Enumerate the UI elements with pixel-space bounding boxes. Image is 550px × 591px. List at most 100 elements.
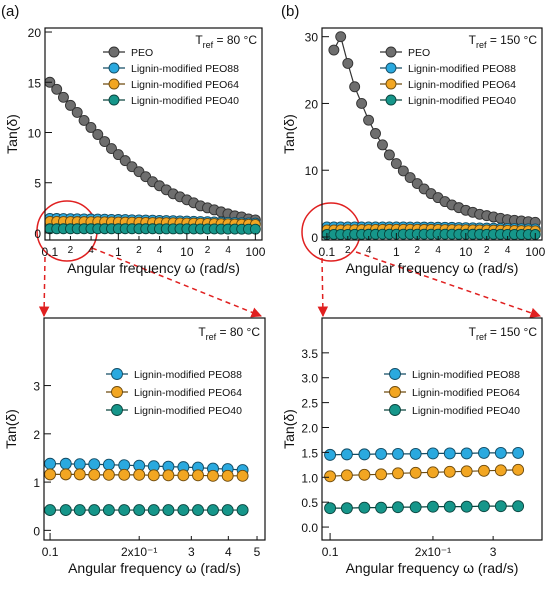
y-tick-label: 2	[33, 428, 40, 442]
y-tick-label: 15	[28, 76, 42, 90]
x-tick-label: 4	[157, 245, 163, 256]
legend-label: Lignin-modified PEO40	[131, 95, 239, 107]
data-point	[340, 469, 353, 482]
data-point	[392, 501, 404, 514]
annotation: Tref = 150 °C	[469, 325, 538, 342]
data-point	[324, 448, 337, 461]
data-point	[59, 468, 72, 481]
data-point	[324, 470, 337, 483]
y-tick-label: 5	[34, 177, 41, 191]
data-point	[221, 469, 234, 482]
y-tick-label: 2.0	[301, 422, 318, 436]
y-axis-label: Tan(δ)	[281, 114, 297, 154]
data-point	[57, 91, 69, 103]
annotation-main: T	[195, 33, 203, 47]
data-point	[342, 57, 354, 69]
data-point	[221, 504, 234, 517]
y-axis-label: Tan(δ)	[3, 409, 19, 449]
legend-label: Lignin-modified PEO64	[412, 387, 520, 399]
plot-frame	[43, 317, 266, 541]
data-point	[460, 465, 473, 478]
data-point	[73, 504, 86, 517]
data-point	[73, 458, 86, 471]
y-tick-label: 1.5	[301, 446, 318, 460]
data-point	[443, 465, 456, 478]
x-tick-label: 10	[459, 245, 473, 259]
legend-label: Lignin-modified PEO88	[408, 63, 516, 75]
legend-marker	[108, 78, 120, 90]
data-point	[512, 500, 525, 513]
y-tick-label: 3.5	[301, 347, 318, 361]
y-tick-label: 1.0	[301, 471, 318, 485]
x-tick-label: 2x10⁻¹	[415, 545, 451, 559]
data-point	[512, 463, 525, 476]
x-tick-label: 2	[345, 245, 351, 256]
x-tick-label: 4	[88, 245, 94, 256]
data-point	[392, 467, 404, 480]
data-point	[477, 464, 490, 477]
annotation-main: T	[469, 325, 477, 339]
data-point	[44, 468, 57, 481]
legend-marker	[111, 404, 123, 416]
data-point	[177, 469, 190, 482]
annotation-rest: = 150 °C	[487, 33, 538, 47]
annotation-sub: ref	[476, 40, 487, 50]
plot-frame	[321, 317, 543, 541]
x-tick-label: 0.1	[319, 245, 336, 259]
panel-label: (a)	[1, 3, 19, 20]
data-point	[88, 458, 101, 471]
x-tick-label: 4	[435, 245, 441, 256]
annotation-rest: = 80 °C	[216, 325, 260, 339]
annotation-rest: = 80 °C	[213, 33, 257, 47]
x-axis-label: Angular frequency ω (rad/s)	[346, 260, 519, 276]
data-point	[377, 139, 388, 151]
data-point	[477, 500, 490, 513]
y-tick-label: 20	[305, 97, 319, 111]
annotation: Tref = 80 °C	[198, 325, 260, 342]
y-tick-label: 30	[305, 31, 319, 45]
plot-area	[45, 76, 261, 235]
data-point	[119, 155, 131, 167]
data-point	[512, 446, 525, 459]
x-tick-label: 4	[366, 245, 372, 256]
data-point	[494, 500, 507, 513]
x-axis-label: Angular frequency ω (rad/s)	[68, 560, 241, 576]
data-point	[358, 468, 371, 481]
y-tick-label: 20	[28, 26, 42, 40]
y-tick-label: 1	[33, 476, 40, 490]
y-tick-label: 3	[33, 380, 40, 394]
legend-marker	[389, 368, 401, 380]
data-point	[88, 468, 101, 481]
legend-marker	[389, 386, 401, 398]
data-point	[207, 469, 219, 482]
panel: 0.1 2x10⁻¹ 3 0.0 0.5 1.0 1.5 2.0 2.5 3.0 3.5 Angula…	[281, 317, 543, 576]
x-tick-label: 2	[205, 245, 211, 256]
data-point	[356, 98, 368, 109]
legend-marker	[385, 78, 397, 90]
x-tick-label: 100	[525, 245, 545, 259]
annotation-main: T	[198, 325, 206, 339]
data-point	[427, 466, 439, 479]
x-tick-label: 4	[505, 245, 511, 256]
panel: 0.1 2 4 1 2 4 10 2 4 100 0 10 20 30 Angular frequency …	[281, 3, 546, 276]
y-tick-label: 0.0	[301, 521, 318, 535]
legend-marker	[111, 386, 123, 398]
x-tick-label: 2	[136, 245, 142, 256]
legend-label: Lignin-modified PEO64	[408, 79, 516, 91]
data-point	[409, 501, 422, 514]
annotation-sub: ref	[203, 40, 214, 50]
y-tick-label: 10	[305, 164, 319, 178]
legend-label: Lignin-modified PEO88	[134, 369, 242, 381]
data-point	[404, 172, 416, 184]
legend-label: Lignin-modified PEO64	[131, 79, 239, 91]
series-line	[330, 452, 519, 456]
data-point	[106, 143, 117, 155]
x-tick-label: 10	[180, 245, 194, 259]
legend-label: Lignin-modified PEO88	[131, 63, 239, 75]
x-tick-label: 1	[115, 245, 122, 259]
legend-marker	[108, 46, 120, 58]
data-point	[249, 223, 261, 235]
annotation-rest: = 150 °C	[487, 325, 538, 339]
legend-label: Lignin-modified PEO40	[408, 95, 516, 107]
